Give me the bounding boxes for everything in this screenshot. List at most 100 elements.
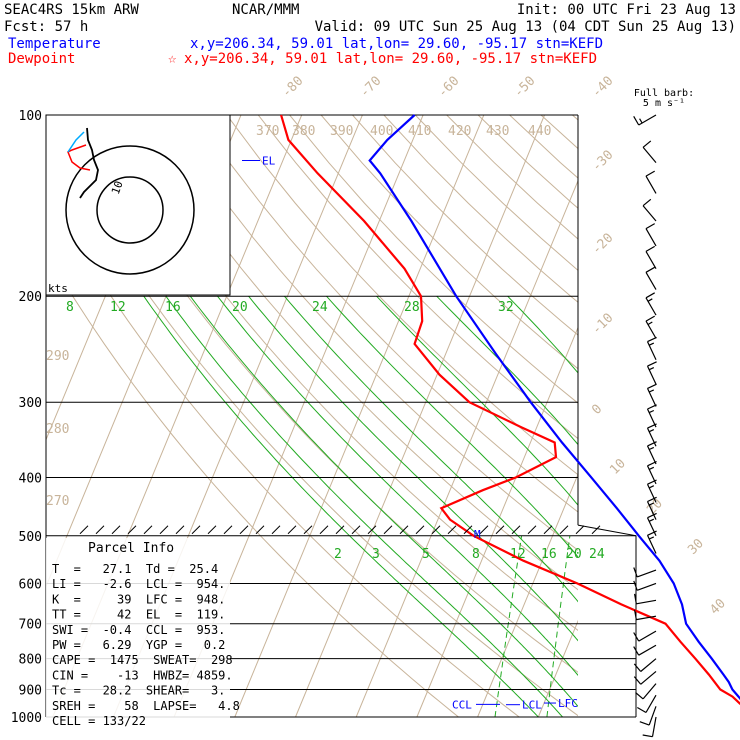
wind-barb-flag bbox=[639, 118, 643, 124]
init-time: Init: 00 UTC Fri 23 Aug 13 bbox=[517, 2, 736, 18]
hatch-mark bbox=[415, 525, 425, 535]
level-markers: EL M CCL LCL LFC bbox=[242, 154, 578, 712]
parcel-info-row: SWI = -0.4 CCL = 953. bbox=[52, 623, 225, 637]
parcel-info-row: T = 27.1 Td = 25.4 bbox=[52, 562, 218, 576]
wind-barb-shaft bbox=[636, 582, 657, 591]
sounding-profiles bbox=[280, 114, 740, 705]
hatch-mark bbox=[143, 525, 153, 535]
wind-barb-flag bbox=[648, 389, 655, 393]
dry-adiabat-line bbox=[226, 115, 578, 476]
wind-barb-shaft bbox=[636, 599, 657, 605]
mixing-ratio-label: 16 bbox=[541, 547, 557, 562]
wind-barb-flag bbox=[633, 580, 638, 591]
wind-barb-flag bbox=[642, 734, 653, 738]
hatch-mark bbox=[335, 525, 345, 535]
hatch-mark bbox=[463, 525, 473, 535]
wind-barb-flag bbox=[648, 367, 655, 371]
el-marker-label: EL bbox=[262, 154, 276, 167]
hodograph: 10 kts bbox=[45, 114, 231, 296]
wind-barb-shaft bbox=[646, 535, 657, 554]
wind-barb-flag bbox=[648, 536, 655, 540]
mixing-ratio-line bbox=[494, 535, 523, 718]
wind-barb-shaft bbox=[646, 408, 657, 428]
moist-adiabat-line bbox=[326, 295, 578, 558]
hatch-mark bbox=[527, 525, 537, 535]
wind-barb-flag bbox=[647, 336, 657, 343]
wind-barb-flag bbox=[633, 676, 642, 685]
wind-barb-flag bbox=[639, 721, 650, 726]
forecast-hour: Fcst: 57 h bbox=[4, 19, 88, 35]
hatch-mark bbox=[207, 525, 217, 535]
hatch-mark bbox=[191, 525, 201, 535]
wind-barb-shaft bbox=[648, 706, 657, 726]
pressure-tick-label: 700 bbox=[19, 618, 42, 633]
wind-barb-shaft bbox=[640, 658, 657, 672]
hodograph-ring-outer bbox=[65, 145, 195, 275]
dry-adiabat-label: 430 bbox=[486, 124, 509, 139]
wind-barb-flag bbox=[647, 441, 657, 447]
hatch-mark bbox=[319, 525, 329, 535]
wind-barb-flag bbox=[648, 485, 655, 489]
wind-barb-shaft bbox=[636, 615, 657, 621]
wind-barb-shaft bbox=[645, 694, 657, 713]
mixing-ratio-label: 5 bbox=[422, 547, 430, 562]
mixing-ratio-label: 24 bbox=[589, 547, 605, 562]
parcel-info-rows: T = 27.1 Td = 25.4LI = -2.6 LCL = 954.K … bbox=[52, 562, 240, 728]
hatch-mark bbox=[303, 525, 313, 535]
pressure-tick-label: 500 bbox=[19, 530, 42, 545]
wind-barb-flag bbox=[633, 567, 638, 578]
dry-adiabat-line bbox=[289, 115, 578, 404]
wind-barb-flag bbox=[634, 593, 637, 604]
hatch-mark bbox=[495, 525, 505, 535]
wind-barb-shaft bbox=[636, 569, 657, 578]
dry-adiabat-label: 270 bbox=[46, 494, 69, 509]
wind-barbs bbox=[633, 114, 657, 738]
hatch-mark bbox=[271, 525, 281, 535]
wind-barb-flag bbox=[647, 361, 657, 367]
wind-barb-flag bbox=[648, 466, 655, 470]
wind-barb-shaft bbox=[642, 205, 657, 222]
wind-barb-flag bbox=[647, 321, 653, 326]
dry-adiabat-line bbox=[46, 189, 520, 718]
parcel-info-row: CAPE = 1475 SWEAT= 298 bbox=[52, 653, 233, 667]
temperature-location: x,y=206.34, 59.01 lat,lon= 29.60, -95.17… bbox=[190, 36, 603, 52]
wind-barb-flag bbox=[647, 512, 657, 519]
hatch-mark bbox=[511, 525, 521, 535]
dry-adiabat-line bbox=[46, 251, 459, 718]
hodograph-trace-black bbox=[79, 127, 99, 199]
mixing-ratio-label: 8 bbox=[472, 547, 480, 562]
wind-barb-flag bbox=[648, 342, 655, 346]
pressure-tick-label: 200 bbox=[19, 290, 42, 305]
wind-barb-flag bbox=[647, 460, 657, 467]
parcel-info-row: TT = 42 EL = 119. bbox=[52, 608, 225, 622]
wind-barb-flag bbox=[634, 609, 637, 620]
hatch-mark bbox=[79, 525, 89, 535]
moist-adiabat-label: 28 bbox=[404, 300, 420, 315]
wind-barb-flag bbox=[647, 383, 657, 389]
moist-adiabat-label: 8 bbox=[66, 300, 74, 315]
dry-adiabat-label: 390 bbox=[330, 124, 353, 139]
hatch-mark bbox=[399, 525, 409, 535]
wind-barb-shaft bbox=[640, 670, 657, 685]
wind-barb-shaft bbox=[638, 630, 657, 642]
wind-barb-flag bbox=[633, 116, 640, 126]
hatch-mark bbox=[255, 525, 265, 535]
hatch-mark bbox=[367, 525, 377, 535]
isotherm-line bbox=[234, 115, 485, 718]
wind-barb-shaft bbox=[645, 320, 657, 339]
dry-adiabat-line bbox=[132, 115, 578, 591]
moist-adiabat-label: 32 bbox=[498, 300, 514, 315]
moist-adiabat-label: 24 bbox=[312, 300, 328, 315]
wind-barb-flag bbox=[642, 198, 652, 207]
hatch-mark bbox=[447, 525, 457, 535]
moist-adiabat-label: 12 bbox=[110, 300, 126, 315]
wind-barb-shaft bbox=[646, 483, 657, 503]
mixing-ratio-line bbox=[546, 535, 571, 718]
dry-adiabat-label: 400 bbox=[370, 124, 393, 139]
mixing-ratio-label: 3 bbox=[372, 547, 380, 562]
wind-barb-flag bbox=[647, 479, 657, 485]
hatch-row bbox=[79, 525, 601, 535]
moist-adiabat-line bbox=[436, 295, 578, 446]
wind-barb-flag bbox=[647, 423, 657, 429]
parcel-info-row: LI = -2.6 LCL = 954. bbox=[52, 577, 225, 591]
